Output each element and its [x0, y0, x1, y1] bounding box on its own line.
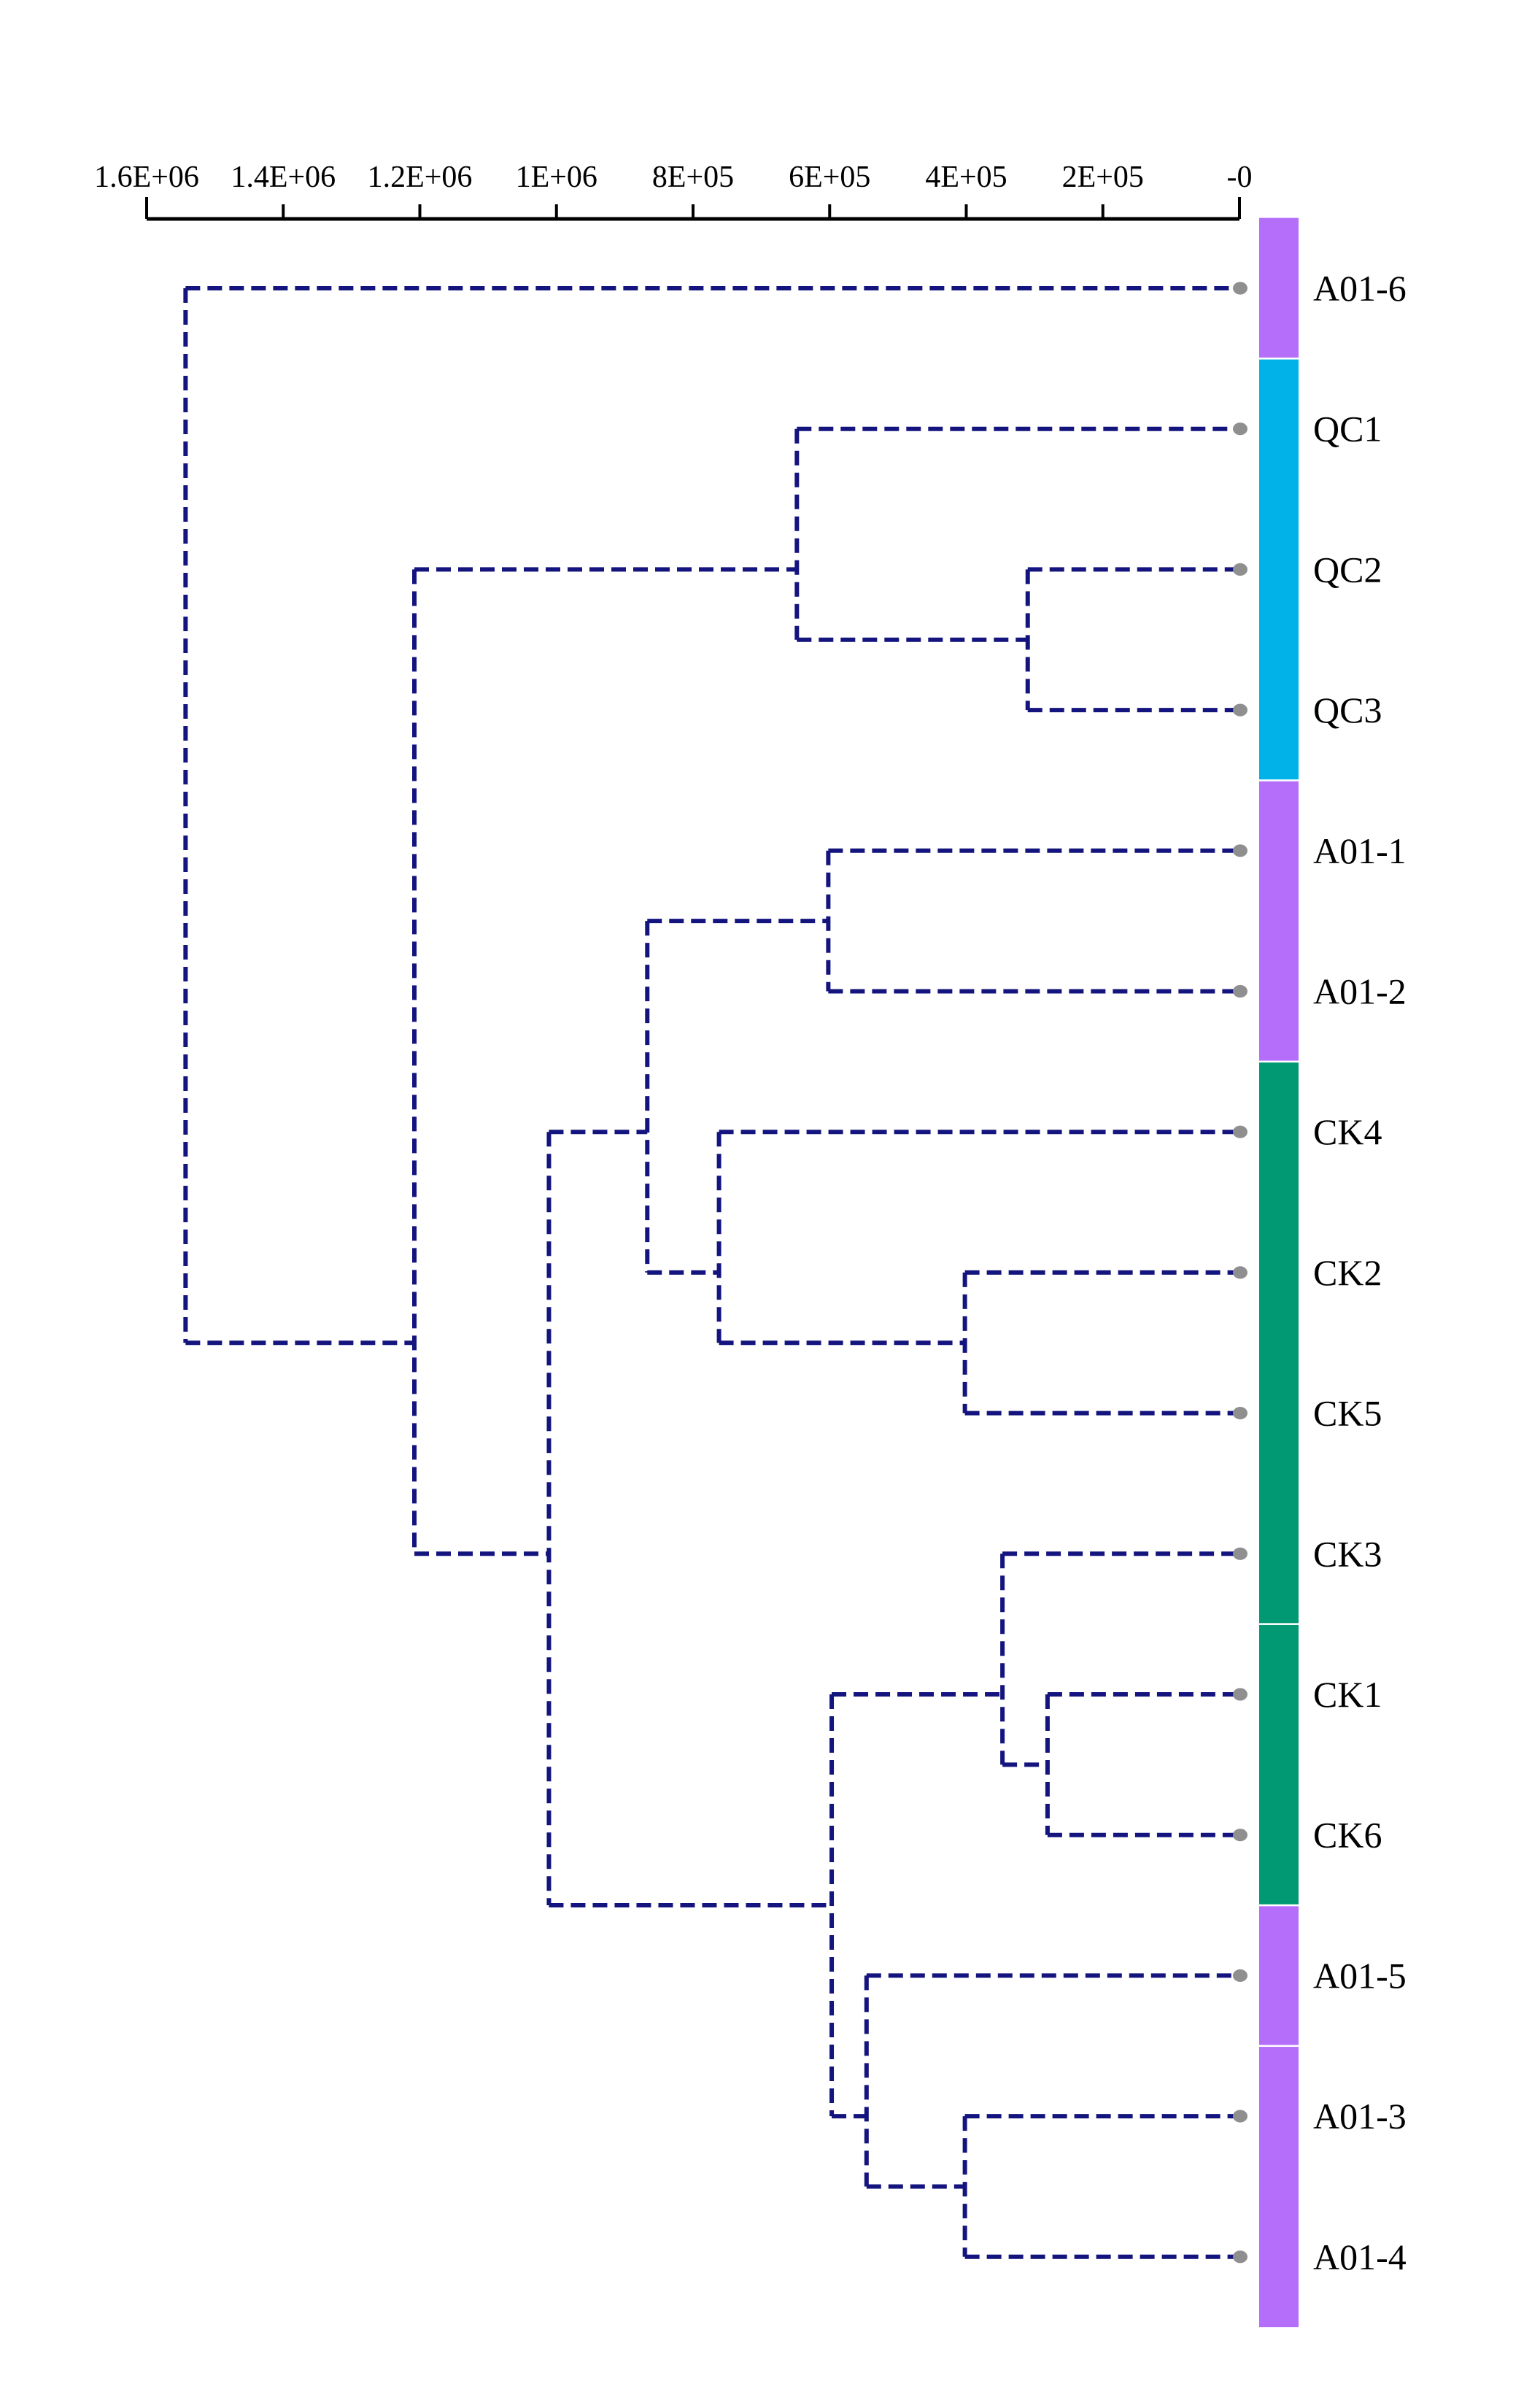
group-color-bar-segment-CK: [1259, 1062, 1299, 1624]
group-color-bar-segment-CK: [1259, 1624, 1299, 1905]
axis-tick-label: 1.2E+06: [368, 161, 473, 194]
axis-tick-label: 1.6E+06: [94, 161, 199, 194]
leaf-dot: [1233, 422, 1247, 436]
leaf-label-QC2: QC2: [1313, 549, 1382, 590]
leaf-label-A01-1: A01-1: [1313, 830, 1407, 871]
axis-tick-label: 4E+05: [925, 161, 1007, 194]
leaf-label-QC3: QC3: [1313, 690, 1382, 730]
leaf-label-A01-6: A01-6: [1313, 268, 1407, 309]
axis-tick-label: 1E+06: [516, 161, 597, 194]
leaf-label-A01-3: A01-3: [1313, 2096, 1407, 2137]
group-color-bar-segment-A01: [1259, 2047, 1299, 2328]
leaf-label-CK5: CK5: [1313, 1393, 1382, 1434]
leaf-dot: [1233, 2110, 1247, 2123]
leaf-label-CK1: CK1: [1313, 1674, 1382, 1715]
leaf-label-CK3: CK3: [1313, 1533, 1382, 1574]
leaf-dot: [1233, 563, 1247, 576]
axis-tick-label: 2E+05: [1062, 161, 1144, 194]
group-color-bar-segment-A01: [1259, 217, 1299, 358]
group-color-bar-segment-QC: [1259, 359, 1299, 780]
axis-tick-label: 8E+05: [652, 161, 734, 194]
leaf-dot: [1233, 1266, 1247, 1279]
leaf-dot: [1233, 1829, 1247, 1842]
leaf-dot: [1233, 2250, 1247, 2264]
leaf-dot: [1233, 984, 1247, 998]
leaf-label-A01-2: A01-2: [1313, 971, 1407, 1012]
leaf-dot: [1233, 703, 1247, 717]
axis-tick-label: -0: [1227, 161, 1253, 194]
leaf-label-A01-4: A01-4: [1313, 2237, 1407, 2277]
axis-tick-label: 1.4E+06: [231, 161, 336, 194]
leaf-label-QC1: QC1: [1313, 409, 1382, 449]
leaf-dot: [1233, 1688, 1247, 1701]
axis-tick-label: 6E+05: [789, 161, 870, 194]
leaf-label-CK2: CK2: [1313, 1252, 1382, 1293]
group-color-bar-segment-A01: [1259, 1906, 1299, 2045]
leaf-dot: [1233, 1547, 1247, 1560]
leaf-label-A01-5: A01-5: [1313, 1955, 1407, 1996]
leaf-label-CK6: CK6: [1313, 1815, 1382, 1856]
leaf-dot: [1233, 1407, 1247, 1420]
leaf-dot: [1233, 844, 1247, 857]
leaf-dot: [1233, 1969, 1247, 1982]
leaf-label-CK4: CK4: [1313, 1111, 1382, 1152]
group-color-bar-segment-A01: [1259, 781, 1299, 1061]
leaf-dot: [1233, 1125, 1247, 1138]
leaf-dot: [1233, 282, 1247, 295]
